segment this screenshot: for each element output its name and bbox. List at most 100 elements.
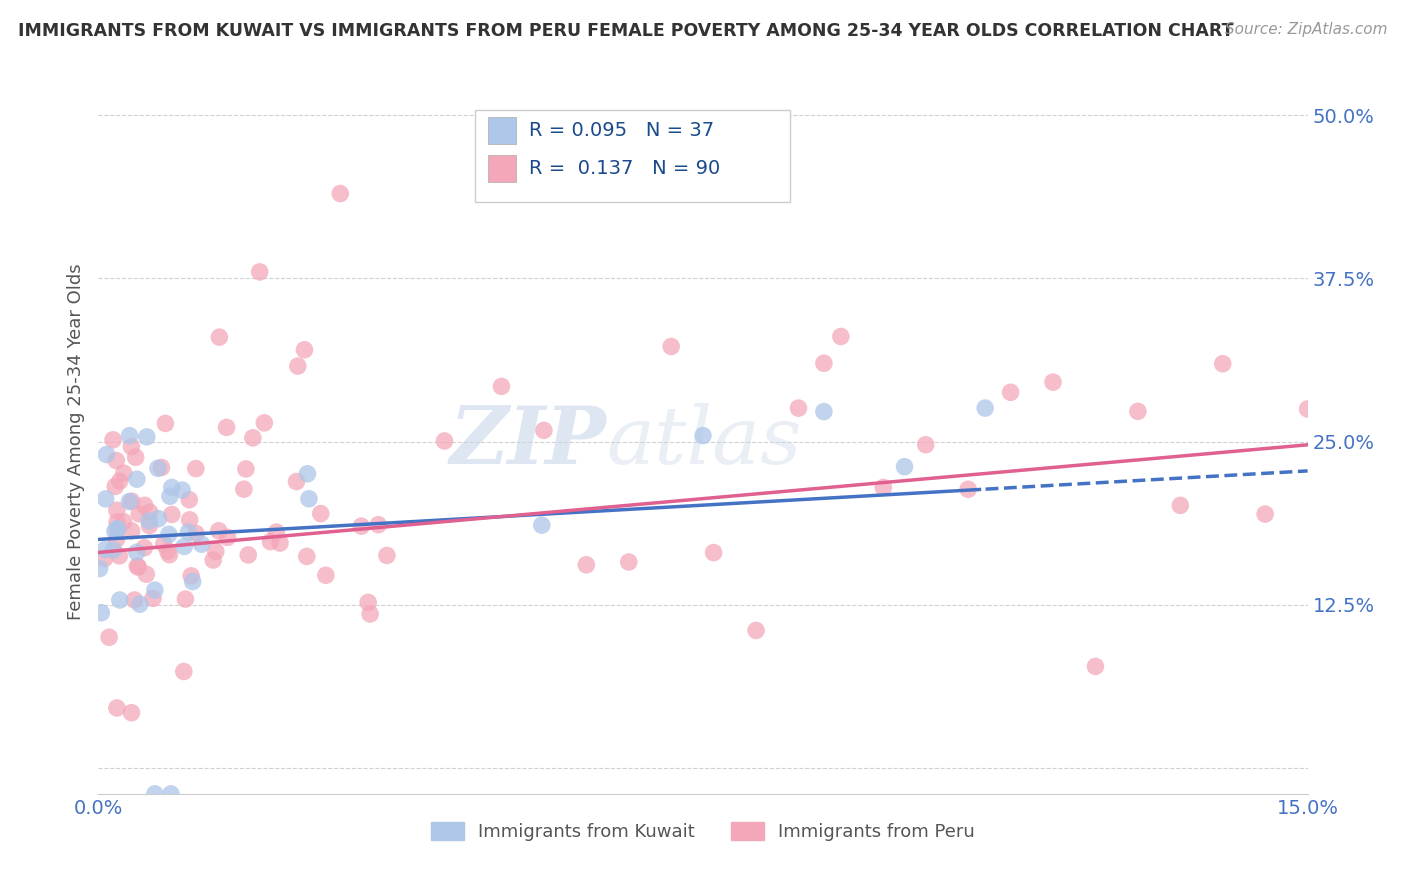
Point: [160, 508, 183, 522]
Point: [103, 543, 125, 558]
Point: [128, 507, 150, 521]
Point: [155, 417, 177, 431]
Point: [787, 401, 810, 416]
Point: [138, 518, 160, 533]
Point: [96, 448, 118, 462]
Legend: Immigrants from Kuwait, Immigrants from Peru: Immigrants from Kuwait, Immigrants from …: [425, 814, 981, 848]
Point: [315, 568, 337, 582]
Point: [703, 546, 725, 560]
Point: [128, 597, 150, 611]
Point: [253, 416, 276, 430]
Point: [269, 536, 291, 550]
Point: [295, 549, 318, 564]
Point: [266, 524, 288, 539]
Point: [105, 453, 128, 467]
Point: [160, 480, 183, 494]
Point: [105, 701, 128, 715]
Point: [157, 527, 180, 541]
Point: [357, 595, 380, 609]
Point: [124, 593, 146, 607]
Point: [259, 534, 281, 549]
Point: [93, 551, 115, 566]
Point: [156, 544, 179, 558]
Point: [135, 567, 157, 582]
Point: [125, 545, 148, 559]
Point: [893, 459, 915, 474]
Point: [143, 583, 166, 598]
Point: [238, 548, 260, 562]
Point: [135, 430, 157, 444]
Point: [121, 494, 143, 508]
Point: [350, 519, 373, 533]
Point: [112, 515, 135, 529]
Point: [235, 462, 257, 476]
Point: [309, 507, 332, 521]
Point: [359, 607, 381, 621]
Text: atlas: atlas: [606, 403, 801, 480]
Point: [297, 467, 319, 481]
Point: [285, 475, 308, 489]
Point: [173, 665, 195, 679]
Point: [174, 592, 197, 607]
Point: [138, 505, 160, 519]
Point: [118, 428, 141, 442]
Text: R =  0.137   N = 90: R = 0.137 N = 90: [529, 159, 720, 178]
Point: [329, 186, 352, 201]
Point: [124, 450, 146, 465]
Point: [179, 492, 201, 507]
Point: [1212, 357, 1234, 371]
Point: [177, 525, 200, 540]
Point: [1168, 499, 1191, 513]
Point: [105, 522, 128, 536]
Point: [146, 461, 169, 475]
Point: [813, 404, 835, 418]
Point: [617, 555, 640, 569]
Point: [287, 359, 309, 373]
Point: [215, 420, 238, 434]
Point: [181, 574, 204, 589]
Point: [249, 265, 271, 279]
Point: [118, 494, 141, 508]
Text: Source: ZipAtlas.com: Source: ZipAtlas.com: [1225, 22, 1388, 37]
Point: [127, 559, 149, 574]
Point: [105, 503, 128, 517]
Point: [98, 630, 121, 644]
Point: [134, 541, 156, 555]
Point: [294, 343, 316, 357]
Point: [112, 467, 135, 481]
Point: [217, 530, 239, 544]
Point: [957, 483, 980, 497]
Point: [104, 479, 127, 493]
Point: [159, 548, 181, 562]
Point: [160, 787, 183, 801]
Point: [180, 569, 202, 583]
Point: [298, 491, 321, 506]
Text: ZIP: ZIP: [450, 403, 606, 480]
Point: [830, 329, 852, 343]
Text: R = 0.095   N = 37: R = 0.095 N = 37: [529, 120, 714, 140]
Point: [1296, 401, 1319, 416]
Point: [172, 483, 194, 497]
Point: [94, 491, 117, 506]
Point: [150, 460, 173, 475]
Point: [813, 356, 835, 370]
Point: [1000, 385, 1022, 400]
Point: [125, 472, 148, 486]
Point: [1126, 404, 1149, 418]
Point: [107, 523, 129, 537]
Point: [692, 428, 714, 442]
Point: [1254, 507, 1277, 521]
Point: [101, 433, 124, 447]
Point: [190, 537, 212, 551]
Point: [232, 482, 254, 496]
Point: [121, 524, 143, 538]
Point: [872, 480, 894, 494]
Point: [138, 514, 160, 528]
Y-axis label: Female Poverty Among 25-34 Year Olds: Female Poverty Among 25-34 Year Olds: [66, 263, 84, 620]
Text: IMMIGRANTS FROM KUWAIT VS IMMIGRANTS FROM PERU FEMALE POVERTY AMONG 25-34 YEAR O: IMMIGRANTS FROM KUWAIT VS IMMIGRANTS FRO…: [18, 22, 1234, 40]
Point: [152, 537, 174, 551]
Point: [134, 498, 156, 512]
Point: [184, 461, 207, 475]
Point: [143, 787, 166, 801]
Point: [659, 339, 682, 353]
